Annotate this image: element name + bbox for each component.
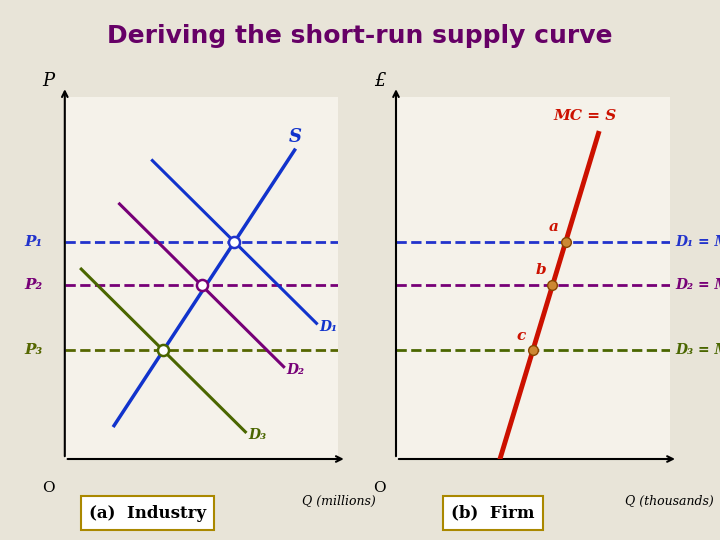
Text: D₁ = MR₁: D₁ = MR₁: [675, 235, 720, 249]
Text: D₂ = MR₂: D₂ = MR₂: [675, 278, 720, 292]
Text: D₃ = MR₃: D₃ = MR₃: [675, 343, 720, 357]
Text: Q (millions): Q (millions): [302, 495, 375, 508]
Text: b: b: [536, 264, 546, 278]
Text: MC = S: MC = S: [553, 109, 616, 123]
Text: P₂: P₂: [24, 278, 43, 292]
Text: P₃: P₃: [24, 343, 43, 357]
Text: P: P: [42, 72, 55, 90]
Text: Deriving the short-run supply curve: Deriving the short-run supply curve: [107, 24, 613, 48]
Text: O: O: [373, 481, 386, 495]
Text: a: a: [549, 220, 559, 234]
Text: (b)  Firm: (b) Firm: [451, 504, 535, 522]
Text: £: £: [374, 72, 385, 90]
Text: (a)  Industry: (a) Industry: [89, 504, 206, 522]
Text: D₂: D₂: [287, 363, 305, 377]
Text: S: S: [289, 129, 302, 146]
Text: D₃: D₃: [248, 428, 266, 442]
Text: D₁: D₁: [319, 320, 338, 334]
Text: c: c: [516, 329, 526, 342]
Text: Q (thousands): Q (thousands): [625, 495, 714, 508]
Text: P₁: P₁: [24, 235, 43, 249]
Text: O: O: [42, 481, 55, 495]
